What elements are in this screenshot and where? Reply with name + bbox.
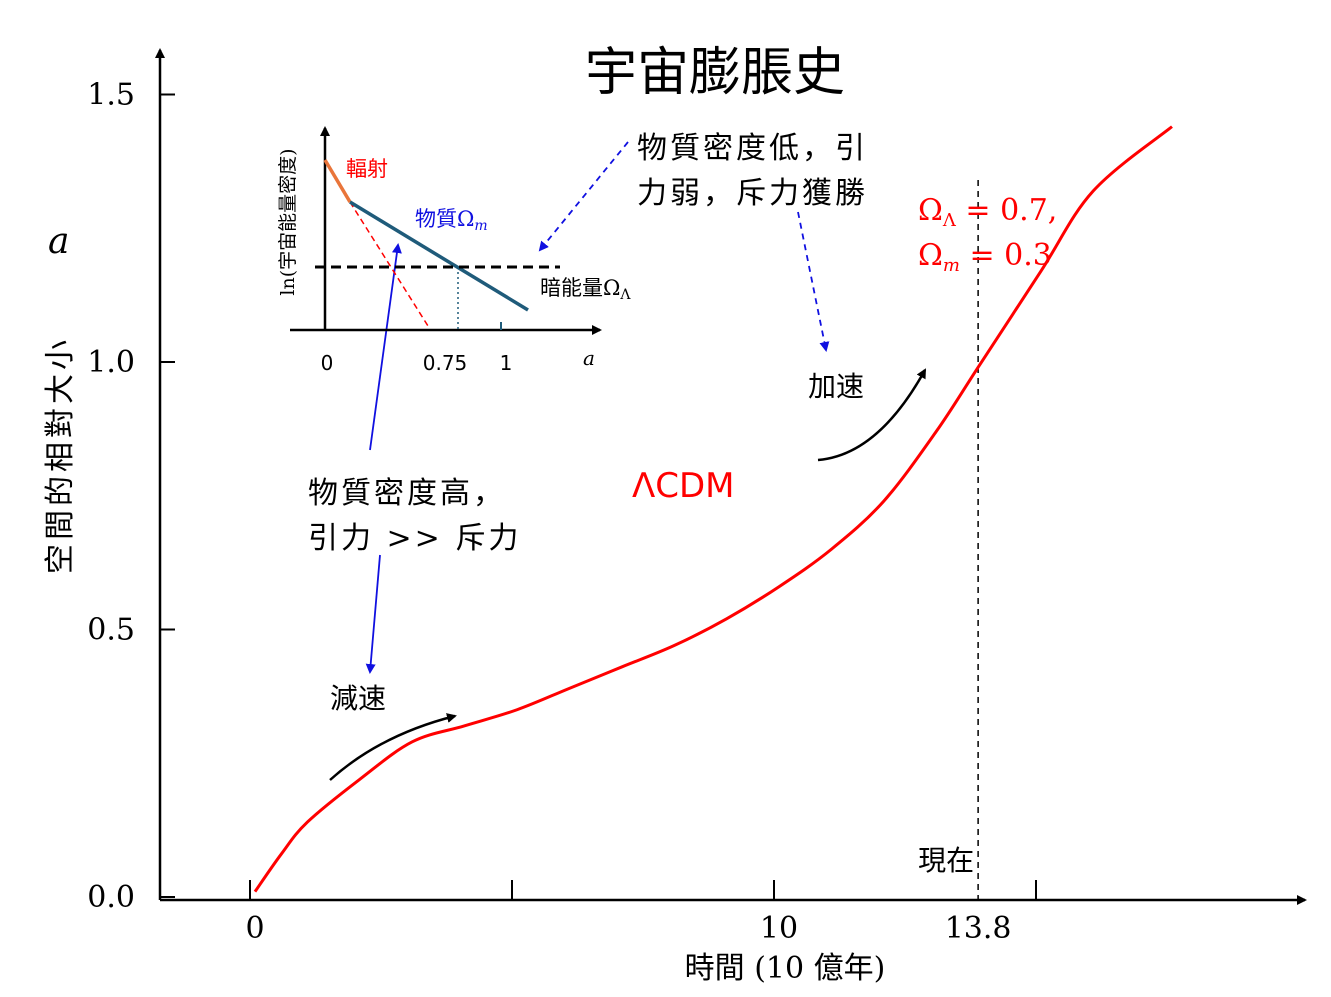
inset-y-label: ln(宇宙能量密度)	[277, 148, 299, 295]
radiation-line	[323, 159, 352, 203]
low-density-line1: 物質密度低，引	[637, 131, 868, 166]
dark-energy-label-sub: Λ	[619, 287, 631, 303]
model-label: ΛCDM	[632, 466, 735, 506]
param1-symbol: Ω	[918, 193, 943, 228]
low-density-arrow-down	[797, 211, 830, 352]
y-tick-label: 1.5	[87, 78, 135, 113]
accel-arrow	[817, 368, 927, 462]
inset-xtick-0: 0	[321, 351, 334, 375]
matter-label: 物質Ωm	[415, 207, 488, 234]
high-density-arrow-down	[365, 554, 381, 674]
x-tick-label: 10	[760, 911, 798, 946]
today-label: 現在	[918, 844, 974, 877]
matter-line	[349, 200, 529, 312]
high-density-arrow-up	[369, 243, 402, 451]
x-tick-label: 13.8	[945, 911, 1012, 946]
inset-xtick-1: 1	[500, 351, 513, 375]
y-tick-label: 1.0	[87, 345, 135, 380]
decel-label: 減速	[330, 682, 386, 715]
dark-energy-label: 暗能量ΩΛ	[540, 276, 631, 303]
inset-chart: ln(宇宙能量密度) a 0 0.75 1 輻射 物質Ωm 暗能量ΩΛ	[277, 126, 631, 375]
low-density-arrow-left	[538, 141, 629, 252]
high-density-line1: 物質密度高，	[308, 476, 506, 511]
matter-label-main: 物質Ω	[415, 207, 474, 231]
param2-value: = 0.3	[960, 238, 1052, 273]
param2-sub: m	[943, 255, 960, 276]
param-omega-lambda: ΩΛ = 0.7,	[918, 193, 1057, 231]
inset-x-label: a	[583, 346, 595, 370]
x-tick-label: 0	[245, 911, 264, 946]
accel-label: 加速	[808, 370, 864, 403]
decel-arrow	[329, 713, 457, 781]
y-tick-group: 0.0 0.5 1.0 1.5	[87, 78, 175, 915]
param2-symbol: Ω	[918, 238, 943, 273]
y-axis-symbol: a	[48, 221, 69, 262]
param1-sub: Λ	[942, 210, 957, 231]
lcdm-curve	[253, 125, 1173, 893]
radiation-extension	[349, 201, 429, 327]
x-tick-group: 0 10 13.8	[245, 880, 1037, 946]
low-density-line2: 力弱，斥力獲勝	[637, 176, 868, 211]
matter-label-sub: m	[474, 218, 487, 234]
inset-xtick-075: 0.75	[423, 351, 468, 375]
dark-energy-label-main: 暗能量Ω	[540, 276, 620, 300]
radiation-label: 輻射	[346, 157, 388, 181]
y-axis-label: 空間的相對大小	[43, 336, 78, 574]
y-tick-label: 0.0	[87, 880, 135, 915]
y-tick-label: 0.5	[87, 613, 135, 648]
param1-value: = 0.7,	[956, 193, 1057, 228]
high-density-line2: 引力 >> 斥力	[308, 521, 521, 556]
x-axis-label: 時間 (10 億年)	[685, 951, 886, 986]
param-omega-m: Ωm = 0.3	[918, 238, 1052, 276]
chart-title: 宇宙膨脹史	[585, 43, 845, 103]
